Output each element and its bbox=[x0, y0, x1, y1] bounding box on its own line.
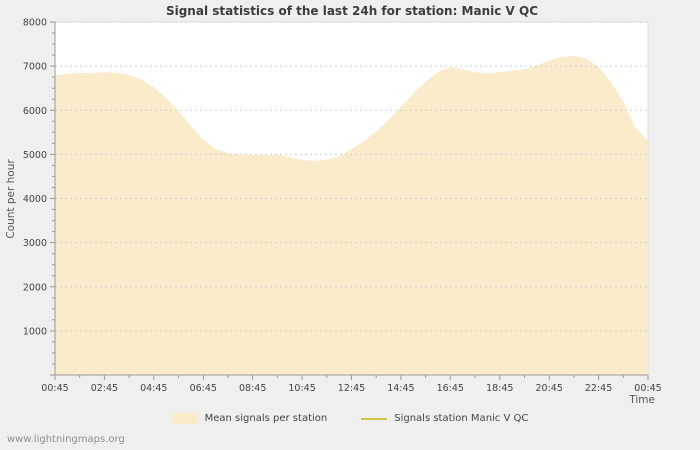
area-swatch-icon bbox=[171, 413, 198, 424]
x-tick-label: 08:45 bbox=[239, 383, 266, 394]
x-tick-label: 00:45 bbox=[41, 383, 68, 394]
x-tick-label: 10:45 bbox=[288, 383, 315, 394]
x-tick-label: 14:45 bbox=[387, 383, 414, 394]
y-tick-label: 2000 bbox=[23, 282, 47, 293]
x-tick-label: 12:45 bbox=[338, 383, 365, 394]
legend-item-station-signals: Signals station Manic V QC bbox=[361, 413, 528, 424]
y-tick-label: 1000 bbox=[23, 326, 47, 337]
legend-label-station-signals: Signals station Manic V QC bbox=[394, 413, 529, 424]
y-tick-label: 7000 bbox=[23, 62, 47, 73]
area-series bbox=[55, 56, 648, 375]
x-tick-label: 22:45 bbox=[585, 383, 612, 394]
x-tick-label: 06:45 bbox=[190, 383, 217, 394]
line-swatch-icon bbox=[361, 417, 388, 420]
chart-legend: Mean signals per station Signals station… bbox=[0, 413, 700, 424]
x-tick-label: 02:45 bbox=[91, 383, 118, 394]
chart-svg: Signal statistics of the last 24h for st… bbox=[5, 4, 662, 406]
y-tick-label: 6000 bbox=[23, 106, 47, 117]
y-tick-label: 4000 bbox=[23, 194, 47, 205]
y-axis-title: Count per hour bbox=[5, 159, 17, 239]
watermark: www.lightningmaps.org bbox=[7, 434, 125, 445]
y-tick-label: 5000 bbox=[23, 150, 47, 161]
legend-item-mean-signals: Mean signals per station bbox=[171, 413, 328, 424]
legend-label-mean-signals: Mean signals per station bbox=[204, 413, 328, 424]
x-tick-label: 18:45 bbox=[486, 383, 513, 394]
y-tick-label: 8000 bbox=[23, 18, 47, 29]
y-tick-label: 3000 bbox=[23, 238, 47, 249]
x-tick-label: 04:45 bbox=[140, 383, 167, 394]
series-group bbox=[55, 56, 648, 375]
axes: 1000 2000 3000 4000 5000 6000 7000 8000 00:45 02:… bbox=[23, 18, 662, 395]
x-axis-title: Time bbox=[628, 394, 655, 406]
x-tick-label: 16:45 bbox=[437, 383, 464, 394]
x-tick-label: 20:45 bbox=[536, 383, 563, 394]
gridlines bbox=[55, 21, 648, 332]
chart-title: Signal statistics of the last 24h for st… bbox=[166, 4, 538, 18]
x-tick-label: 00:45 bbox=[634, 383, 661, 394]
